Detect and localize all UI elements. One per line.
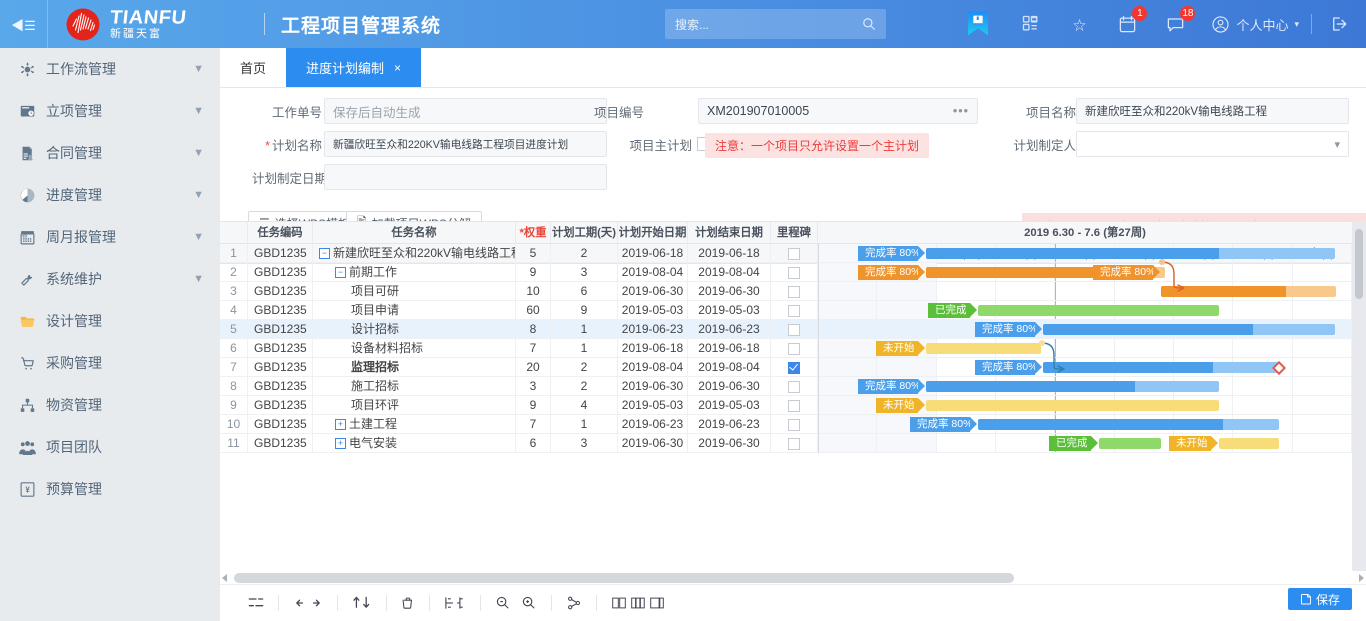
svg-text:¥: ¥ — [25, 485, 30, 494]
